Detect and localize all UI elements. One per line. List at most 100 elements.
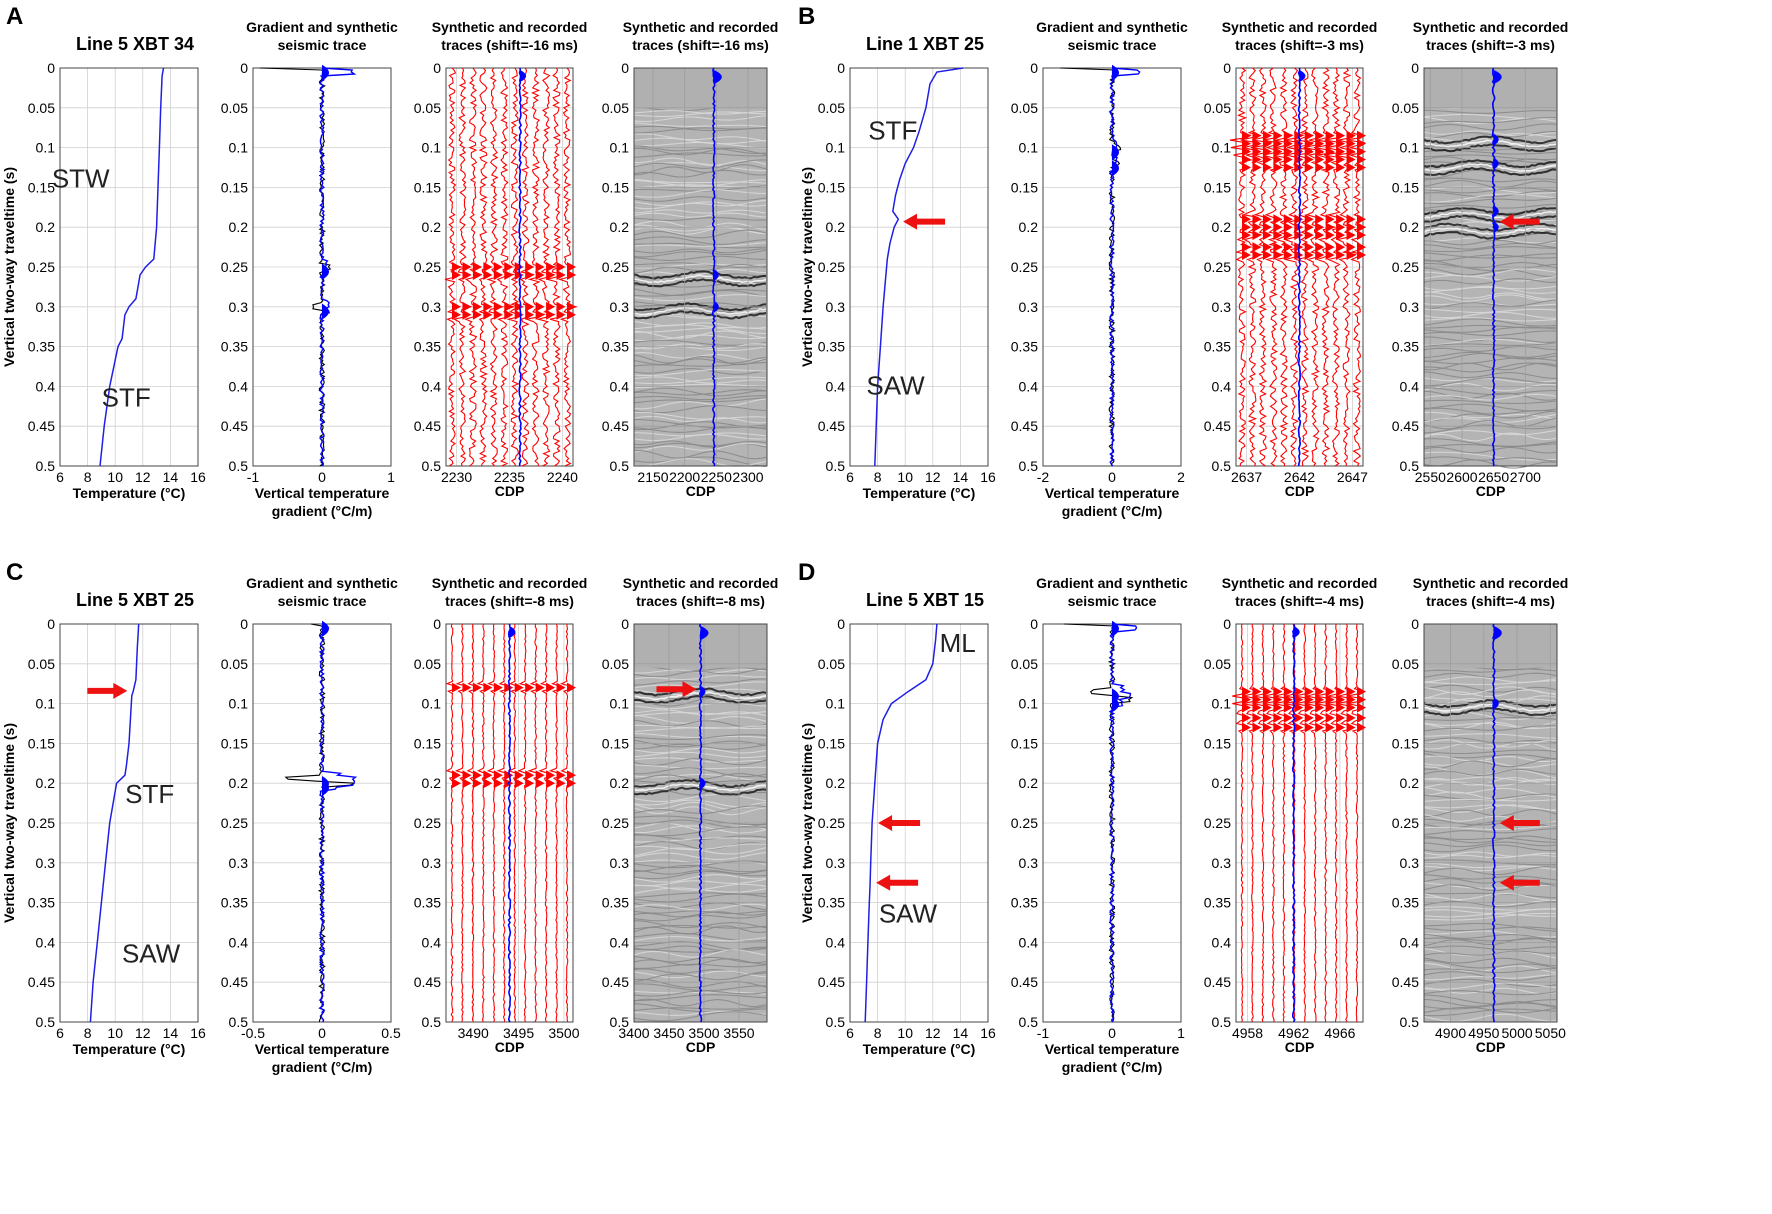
- x-tick-label: 2300: [732, 469, 763, 485]
- recorded-lobe: [1273, 154, 1283, 165]
- seismic-reflector: [633, 201, 767, 207]
- temperature-x-label: Temperature (°C): [863, 1041, 976, 1057]
- seismic-reflector: [1423, 865, 1557, 872]
- seismic-reflector: [633, 874, 767, 883]
- synthetic-lobe: [1493, 697, 1499, 710]
- seismic-reflector: [1423, 294, 1557, 302]
- recorded-lobe: [1252, 154, 1262, 165]
- y-tick-label: 0.3: [229, 855, 249, 871]
- seismic-reflector: [1423, 131, 1556, 139]
- synthetic-title-line1: Synthetic and recorded: [1222, 575, 1378, 591]
- synthetic-lobe: [1112, 620, 1119, 637]
- recorded-lobe: [1252, 130, 1262, 141]
- recorded-lobe: [1242, 722, 1251, 733]
- y-tick-label: 0.35: [818, 339, 845, 355]
- seismic-reflector: [633, 376, 767, 384]
- recorded-lobe: [1273, 712, 1283, 723]
- synthetic-lobe: [713, 300, 719, 313]
- recorded-lobe: [1273, 146, 1283, 157]
- y-tick-label: 0.35: [28, 339, 55, 355]
- seismic-reflector: [1423, 187, 1557, 194]
- seismic-event: [633, 302, 767, 312]
- synthetic-lobe: [1293, 626, 1300, 638]
- seismic-reflector: [1423, 777, 1557, 786]
- y-tick-label: 0.1: [422, 140, 442, 156]
- y-tick-label: 0.2: [1212, 775, 1232, 791]
- y-tick-label: 0.3: [229, 299, 249, 315]
- recorded-lobe: [1242, 686, 1251, 697]
- seismic-reflector: [1423, 825, 1557, 831]
- synthetic-trace: [507, 623, 512, 1023]
- seismic-event: [633, 306, 767, 316]
- recorded-lobe: [1283, 686, 1293, 697]
- recorded-lobe: [567, 770, 576, 781]
- seismic-title-line2: traces (shift=-16 ms): [632, 37, 769, 53]
- y-tick-label: 0.25: [602, 259, 629, 275]
- y-tick-label: 0.1: [826, 140, 846, 156]
- recorded-lobe: [1325, 712, 1335, 723]
- seismic-reflector: [1423, 798, 1557, 802]
- seismic-reflector: [1423, 371, 1557, 379]
- arrow-marker: [87, 682, 128, 699]
- gradient-x-label-line1: Vertical temperature: [1045, 1041, 1180, 1057]
- recorded-lobe: [1315, 722, 1325, 733]
- y-tick-label: 0.2: [229, 775, 249, 791]
- seismic-reflector: [1423, 254, 1557, 262]
- seismic-reflector: [1424, 268, 1557, 277]
- cdp-x-label: CDP: [1285, 483, 1315, 499]
- recorded-lobe: [1346, 146, 1356, 157]
- recorded-lobe: [1357, 686, 1366, 697]
- seismic-reflector: [1423, 299, 1557, 310]
- synthetic-subplot-a: 2230 2235 2240 0 0.05 0.1 0.15 0.2 0.25 0.3 0.35 0.…: [414, 19, 588, 499]
- seismic-event: [1423, 159, 1557, 169]
- x-tick-label: 2150: [637, 469, 668, 485]
- recorded-lobe: [1357, 702, 1366, 713]
- recorded-lobe: [1315, 230, 1325, 241]
- seismic-reflector: [1423, 342, 1557, 348]
- y-tick-label: 0.25: [818, 259, 845, 275]
- seismic-reflector: [1423, 957, 1557, 967]
- seismic-title-line1: Synthetic and recorded: [623, 19, 779, 35]
- y-tick-label: 0.45: [818, 974, 845, 990]
- x-tick-label: 8: [84, 469, 92, 485]
- seismic-reflector: [1423, 804, 1557, 811]
- y-tick-label: 0.35: [602, 895, 629, 911]
- recorded-lobe: [504, 301, 514, 312]
- arrow-marker: [1499, 815, 1540, 831]
- recorded-lobe: [452, 682, 461, 693]
- y-tick-label: 0.25: [602, 815, 629, 831]
- y-tick-label: 0.4: [1212, 934, 1232, 950]
- recorded-lobe: [567, 309, 576, 320]
- y-tick-label: 0.05: [602, 656, 629, 672]
- y-tick-label: 0: [621, 60, 629, 76]
- synthetic-lobe: [322, 303, 329, 320]
- recorded-lobe: [1262, 154, 1272, 165]
- seismic-reflector: [633, 983, 766, 992]
- recorded-lobe: [462, 309, 472, 320]
- recorded-lobe: [1262, 230, 1272, 241]
- y-tick-label: 0.25: [1392, 259, 1419, 275]
- seismic-reflector: [633, 294, 767, 302]
- y-tick-label: 0: [1411, 60, 1419, 76]
- temperature-subplot-b: 6 8 10 12 14 16 0 0.05 0.1 0.15 0.2 0.25 0.3 0.35 0.4 0…: [818, 34, 996, 501]
- recorded-trace: [476, 623, 492, 1023]
- recorded-lobe: [1357, 138, 1366, 149]
- recorded-lobe: [546, 301, 556, 312]
- recorded-lobe: [493, 770, 503, 781]
- seismic-reflector: [634, 242, 767, 249]
- recorded-lobe: [493, 682, 503, 693]
- recorded-lobe: [1273, 162, 1283, 173]
- recorded-lobe: [1273, 686, 1283, 697]
- recorded-lobe: [556, 778, 566, 789]
- y-tick-label: 0.3: [1019, 855, 1039, 871]
- seismic-reflector: [633, 212, 767, 218]
- y-tick-label: 0.05: [221, 100, 248, 116]
- recorded-lobe: [1294, 694, 1304, 705]
- recorded-lobe: [525, 770, 535, 781]
- seismic-reflector: [1423, 937, 1557, 947]
- panel-letter-b: B: [798, 3, 815, 30]
- recorded-lobe: [1315, 702, 1325, 713]
- temperature-profile-line: [89, 623, 140, 1023]
- seismic-event: [1423, 226, 1557, 236]
- recorded-lobe: [1346, 138, 1356, 149]
